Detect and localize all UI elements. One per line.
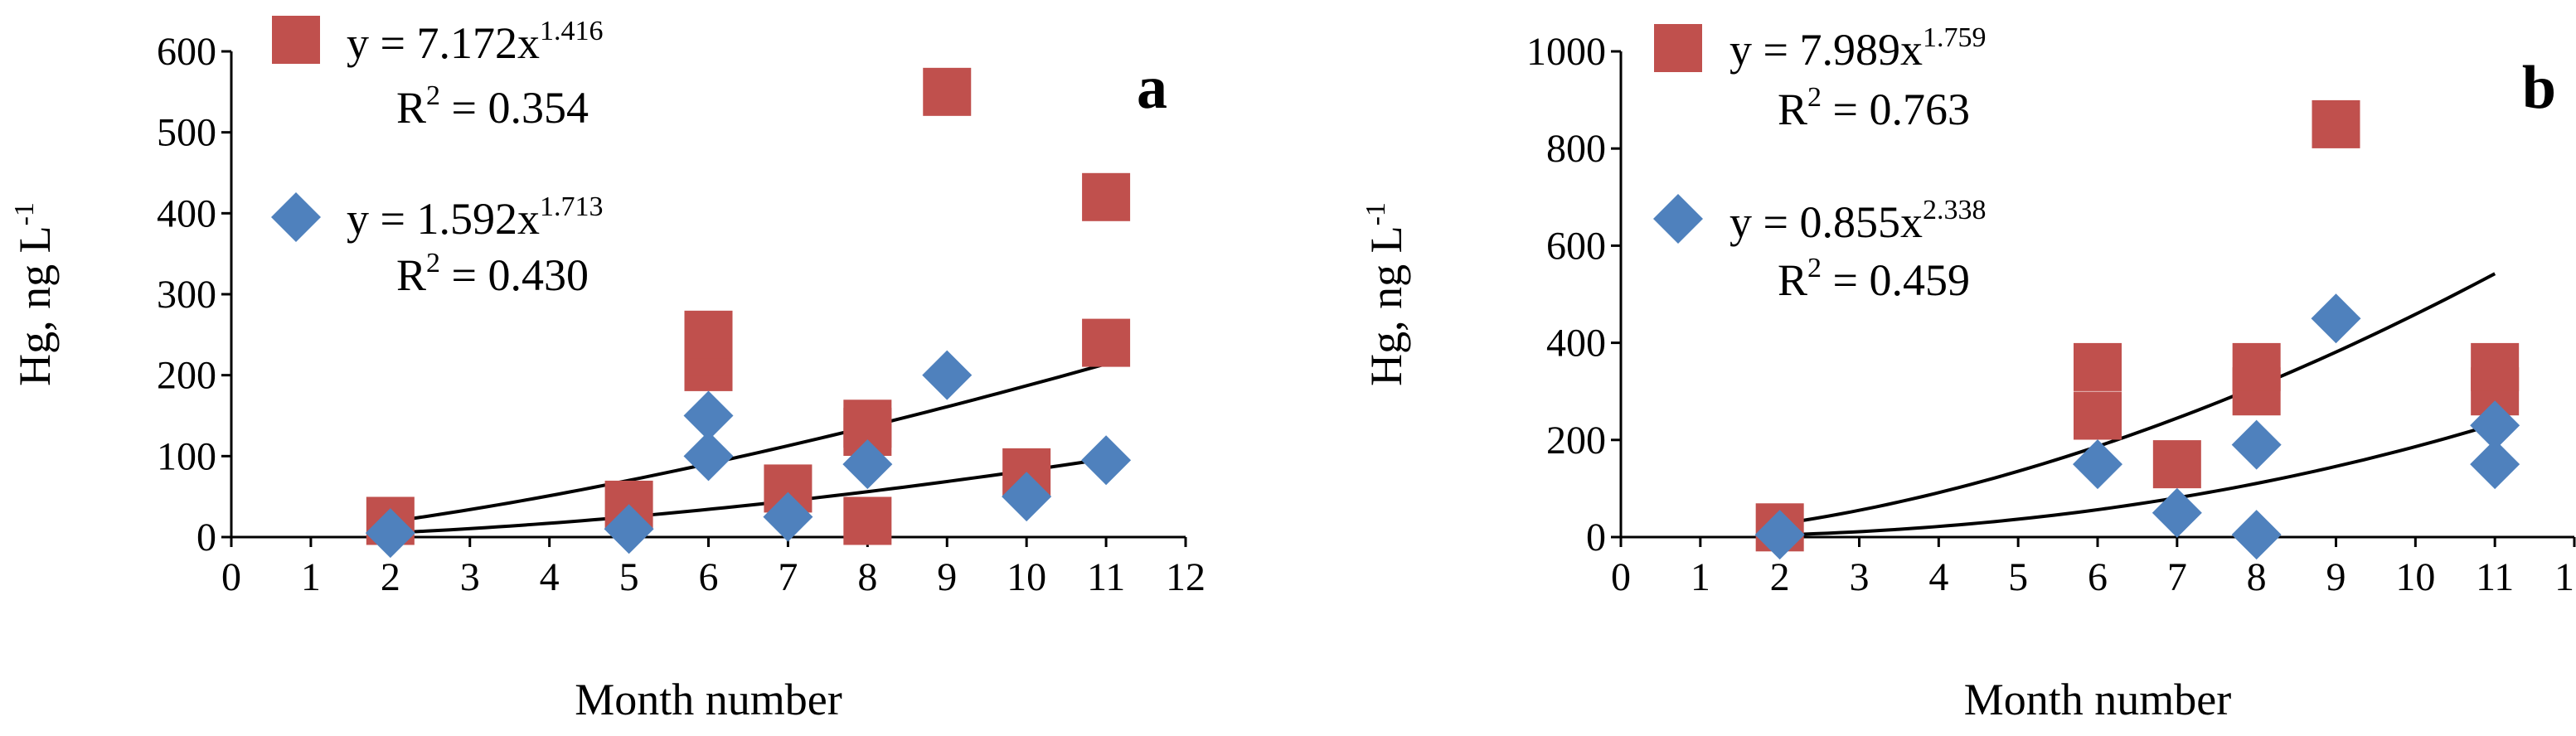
x-tick-label: 1 bbox=[301, 555, 321, 599]
panel-label: b bbox=[2522, 54, 2556, 122]
data-point-diamond bbox=[2231, 419, 2282, 470]
x-tick-label: 7 bbox=[778, 555, 798, 599]
data-point-square bbox=[2232, 342, 2281, 391]
data-point-diamond bbox=[922, 350, 973, 400]
r-squared-label: R2 = 0.354 bbox=[396, 80, 589, 133]
data-point-square bbox=[843, 496, 892, 545]
x-tick-label: 6 bbox=[2088, 555, 2108, 599]
y-tick-label: 0 bbox=[1586, 516, 1606, 559]
r-squared-label: R2 = 0.763 bbox=[1778, 82, 1970, 134]
data-point-square bbox=[684, 310, 733, 359]
y-tick-label: 600 bbox=[157, 30, 216, 74]
trendline-square bbox=[1779, 272, 2496, 526]
x-tick-label: 1 bbox=[1691, 555, 1710, 599]
data-point-diamond bbox=[604, 504, 654, 554]
legend-marker-diamond bbox=[1653, 194, 1703, 244]
x-tick-label: 10 bbox=[1007, 555, 1046, 599]
panel-label: a bbox=[1137, 54, 1167, 122]
y-tick-label: 200 bbox=[1546, 419, 1606, 462]
data-point-diamond bbox=[683, 431, 734, 482]
data-point-diamond bbox=[2073, 439, 2122, 490]
data-point-square bbox=[1082, 172, 1131, 221]
x-tick-label: 6 bbox=[699, 555, 719, 599]
x-tick-label: 11 bbox=[1087, 555, 1125, 599]
trendline-square bbox=[390, 362, 1107, 524]
x-tick-label: 9 bbox=[2326, 555, 2346, 599]
data-point-diamond bbox=[2311, 293, 2361, 344]
y-tick-label: 0 bbox=[196, 516, 216, 559]
x-tick-label: 4 bbox=[540, 555, 560, 599]
x-tick-label: 2 bbox=[1770, 555, 1790, 599]
data-point-diamond bbox=[1754, 510, 1805, 560]
x-tick-label: 0 bbox=[1611, 555, 1631, 599]
data-point-diamond bbox=[365, 508, 415, 559]
y-tick-label: 200 bbox=[157, 354, 216, 398]
x-tick-label: 11 bbox=[2476, 555, 2514, 599]
y-tick-label: 600 bbox=[1546, 224, 1606, 268]
x-tick-label: 3 bbox=[1850, 555, 1870, 599]
data-point-square bbox=[2074, 391, 2122, 440]
y-tick-label: 400 bbox=[1546, 322, 1606, 366]
x-tick-label: 3 bbox=[460, 555, 480, 599]
x-tick-label: 4 bbox=[1928, 555, 1948, 599]
x-tick-label: 12 bbox=[1166, 555, 1206, 599]
data-point-diamond bbox=[763, 491, 813, 542]
equation-label: y = 0.855x2.338 bbox=[1729, 195, 1986, 247]
equation-label: y = 1.592x1.713 bbox=[347, 191, 603, 244]
data-point-diamond bbox=[1002, 472, 1052, 522]
trendline-diamond bbox=[1779, 422, 2496, 537]
r-squared-label: R2 = 0.459 bbox=[1778, 253, 1970, 305]
x-tick-label: 10 bbox=[2395, 555, 2435, 599]
data-point-square bbox=[2074, 342, 2122, 391]
data-point-diamond bbox=[2231, 510, 2282, 560]
y-tick-label: 1000 bbox=[1526, 30, 1606, 74]
y-tick-label: 100 bbox=[157, 434, 216, 478]
x-tick-label: 12 bbox=[2554, 555, 2576, 599]
legend-marker-square bbox=[272, 16, 320, 64]
data-point-square bbox=[2471, 342, 2520, 391]
equation-label: y = 7.172x1.416 bbox=[347, 16, 603, 68]
data-point-diamond bbox=[2470, 439, 2520, 490]
r-squared-label: R2 = 0.430 bbox=[396, 248, 589, 300]
data-point-diamond bbox=[1081, 435, 1132, 486]
data-point-diamond bbox=[2152, 487, 2202, 538]
legend-marker-diamond bbox=[271, 192, 321, 242]
trendline-diamond bbox=[390, 457, 1107, 535]
y-axis-title: Hg, ng L-1 bbox=[9, 202, 60, 386]
x-tick-label: 5 bbox=[619, 555, 639, 599]
data-point-square bbox=[923, 67, 972, 116]
x-axis-title: Month number bbox=[575, 675, 842, 724]
x-tick-label: 2 bbox=[381, 555, 400, 599]
data-point-square bbox=[1082, 318, 1131, 367]
y-axis-title: Hg, ng L-1 bbox=[1361, 202, 1411, 386]
x-axis-title: Month number bbox=[1964, 675, 2231, 724]
chart-panel-b: 020040060080010000123456789101112Month n… bbox=[1361, 22, 2576, 724]
y-tick-label: 800 bbox=[1546, 127, 1606, 171]
x-tick-label: 0 bbox=[221, 555, 241, 599]
data-point-square bbox=[2152, 440, 2201, 489]
x-tick-label: 8 bbox=[857, 555, 877, 599]
y-tick-label: 300 bbox=[157, 273, 216, 317]
equation-label: y = 7.989x1.759 bbox=[1729, 22, 1986, 75]
x-tick-label: 5 bbox=[2008, 555, 2028, 599]
data-point-diamond bbox=[2470, 400, 2520, 451]
data-point-diamond bbox=[842, 439, 893, 490]
x-tick-label: 7 bbox=[2167, 555, 2187, 599]
x-tick-label: 8 bbox=[2247, 555, 2267, 599]
data-point-square bbox=[2312, 99, 2360, 148]
x-tick-label: 9 bbox=[937, 555, 957, 599]
y-tick-label: 400 bbox=[157, 191, 216, 235]
legend-marker-square bbox=[1654, 24, 1702, 72]
y-tick-label: 500 bbox=[157, 111, 216, 155]
data-point-diamond bbox=[683, 390, 734, 441]
